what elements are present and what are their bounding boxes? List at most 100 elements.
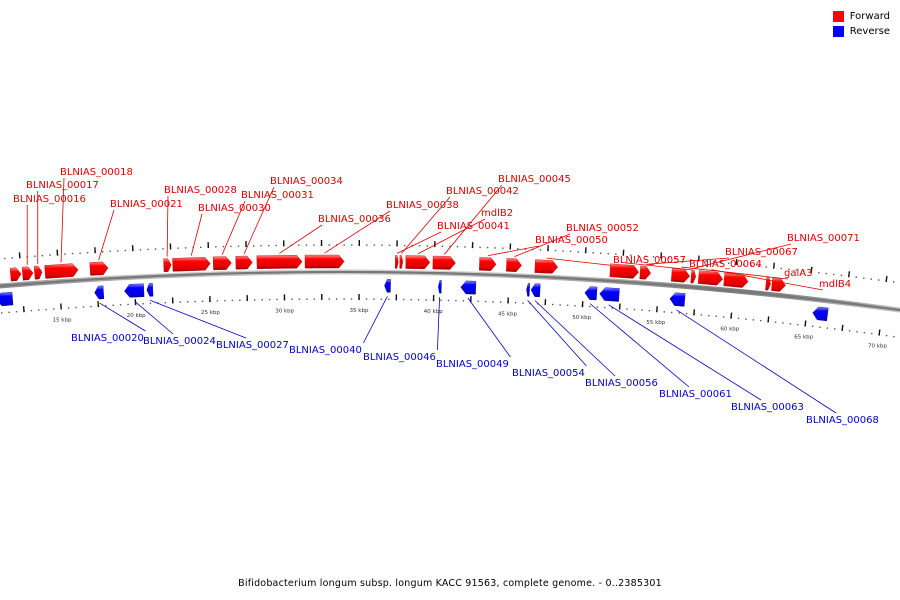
inner-minor-tick (239, 299, 241, 301)
inner-minor-tick (848, 330, 851, 332)
reverse-gene (146, 283, 154, 297)
inner-minor-tick (440, 299, 442, 301)
outer-minor-tick (840, 274, 843, 277)
forward-gene-label: BLNIAS_00071 (787, 233, 860, 244)
outer-minor-tick (441, 245, 444, 247)
forward-gene (21, 266, 34, 281)
forward-leader-line (221, 200, 246, 255)
inner-minor-tick (797, 323, 799, 326)
outer-minor-tick (313, 244, 315, 246)
reverse-gene (124, 283, 145, 298)
forward-gene (172, 256, 211, 272)
forward-gene (670, 268, 690, 283)
inner-minor-tick (201, 300, 204, 303)
inner-minor-tick (700, 314, 703, 316)
forward-gene (33, 265, 43, 280)
outer-minor-tick (833, 273, 835, 276)
outer-minor-tick (101, 251, 104, 253)
outer-minor-tick (893, 281, 895, 283)
inner-minor-tick (514, 302, 517, 304)
scale-tick-label: 20 kbp (127, 313, 146, 319)
scale-tick-label: 65 kbp (794, 334, 813, 340)
outer-minor-tick (381, 244, 383, 246)
reverse-leader-line (437, 297, 440, 351)
inner-minor-tick (388, 298, 390, 300)
inner-minor-tick (485, 300, 487, 303)
forward-gene (697, 270, 723, 286)
outer-minor-tick (652, 256, 655, 258)
inner-minor-tick (231, 299, 234, 302)
outer-minor-tick (275, 244, 277, 247)
inner-minor-tick (291, 298, 293, 300)
forward-gene (479, 257, 497, 271)
inner-minor-tick (127, 303, 129, 306)
scale-tick-label: 60 kbp (720, 327, 739, 333)
inner-minor-tick (856, 331, 858, 333)
forward-leader-line (625, 262, 694, 271)
inner-minor-tick (559, 304, 561, 306)
forward-leader-line (98, 209, 115, 261)
forward-gene (44, 263, 79, 279)
inner-minor-tick (149, 302, 152, 305)
reverse-leader-line (150, 300, 247, 339)
reverse-leader-line (589, 303, 690, 388)
outer-minor-tick (403, 244, 406, 247)
outer-minor-tick (645, 255, 647, 257)
inner-minor-tick (30, 309, 33, 312)
forward-leader-line (279, 224, 323, 254)
inner-major-tick (878, 329, 881, 336)
inner-minor-tick (826, 327, 829, 329)
forward-gene-label: BLNIAS_00064 (689, 259, 762, 270)
outer-minor-tick (343, 244, 345, 246)
inner-minor-tick (834, 328, 836, 330)
outer-minor-tick (86, 251, 89, 254)
outer-minor-tick (720, 261, 722, 264)
inner-minor-tick (447, 299, 450, 302)
inner-minor-tick (119, 304, 122, 306)
outer-minor-tick (260, 245, 262, 247)
outer-minor-tick (667, 257, 670, 259)
outer-minor-tick (750, 264, 752, 267)
inner-minor-tick (75, 306, 77, 309)
leader-lines-layer (26, 177, 837, 414)
inner-minor-tick (492, 301, 494, 303)
forward-leader-line (417, 218, 486, 255)
inner-minor-tick (38, 309, 40, 311)
reverse-gene-label: BLNIAS_00063 (731, 402, 804, 413)
outer-minor-tick (252, 245, 255, 247)
inner-major-tick (767, 316, 770, 323)
outer-minor-tick (577, 251, 579, 253)
forward-gene (399, 255, 404, 269)
outer-minor-tick (366, 244, 368, 246)
outer-minor-tick (456, 245, 459, 248)
reverse-gene-label: BLNIAS_00054 (512, 368, 585, 379)
outer-minor-tick (464, 246, 466, 248)
inner-minor-tick (715, 315, 717, 317)
outer-minor-tick (524, 248, 527, 250)
scale-tick-label: 50 kbp (572, 315, 591, 321)
outer-minor-tick (818, 271, 820, 274)
inner-minor-tick (648, 309, 651, 312)
forward-leader-line (401, 196, 451, 254)
scale-tick-label: 40 kbp (424, 309, 443, 315)
forward-gene-label: BLNIAS_00034 (270, 176, 343, 187)
scale-tick-label: 15 kbp (53, 317, 72, 323)
forward-gene-label: BLNIAS_00050 (535, 235, 608, 246)
outer-minor-tick (562, 250, 564, 252)
forward-gene (534, 259, 558, 274)
outer-minor-tick (426, 245, 428, 247)
forward-gene-label: BLNIAS_00021 (110, 199, 183, 210)
inner-minor-tick (589, 305, 591, 308)
inner-minor-tick (268, 298, 271, 301)
inner-minor-tick (15, 311, 18, 313)
outer-minor-tick (117, 250, 119, 252)
forward-gene-label: BLNIAS_00052 (566, 223, 639, 234)
inner-minor-tick (53, 308, 55, 310)
forward-gene-label: BLNIAS_00067 (725, 247, 798, 258)
forward-gene-label: BLNIAS_00042 (446, 186, 519, 197)
outer-minor-tick (64, 253, 66, 255)
forward-gene-label: BLNIAS_00057 (613, 255, 686, 266)
reverse-gene (94, 285, 105, 300)
forward-leader-line (694, 243, 792, 269)
inner-minor-tick (179, 301, 181, 303)
